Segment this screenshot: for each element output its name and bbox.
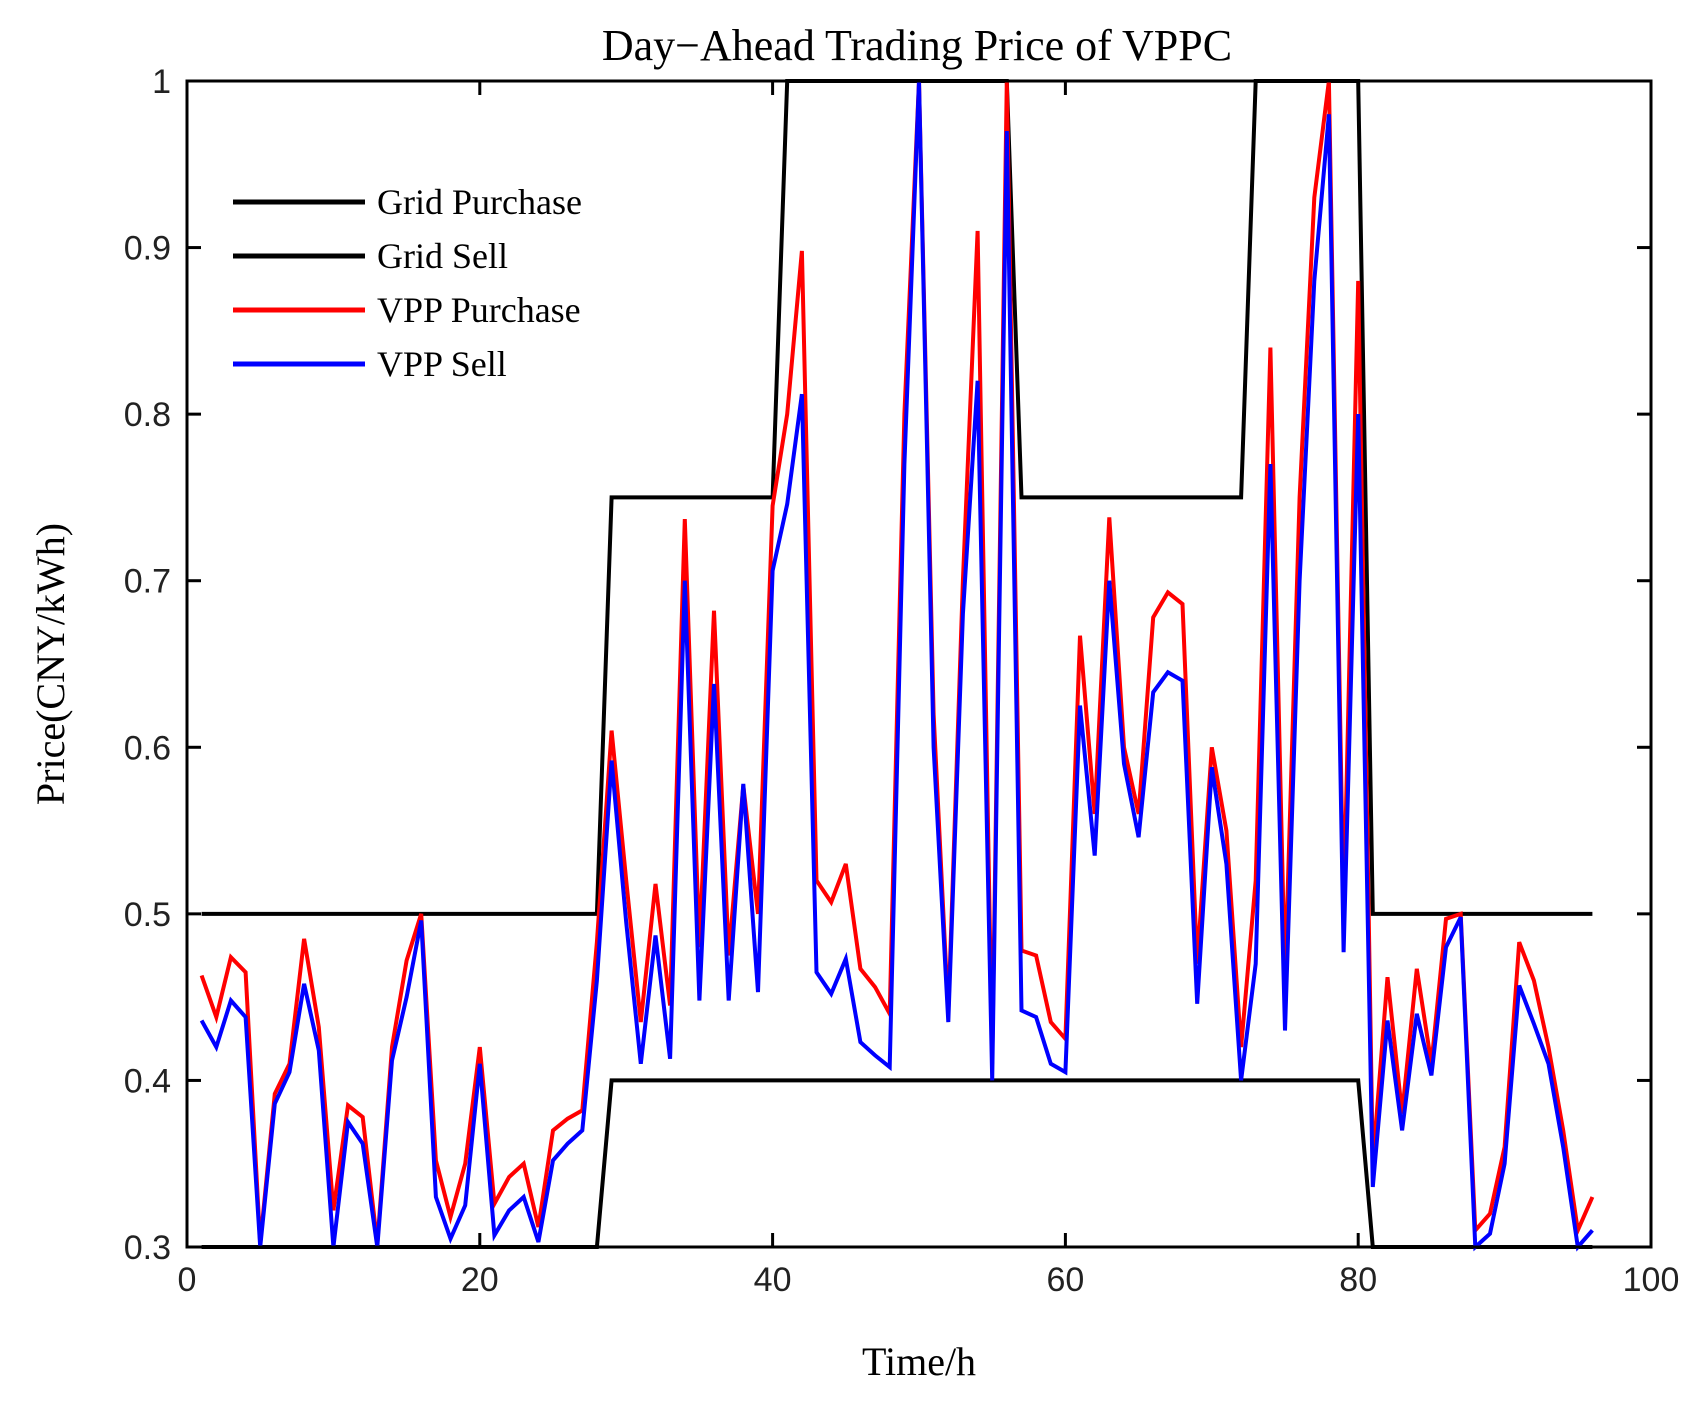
x-tick-label: 0	[178, 1261, 197, 1299]
y-axis: 0.3 0.4 0.5 0.6 0.7 0.8 0.9 1	[124, 63, 1651, 1267]
x-tick-label: 100	[1623, 1261, 1680, 1299]
x-tick-label: 40	[754, 1261, 792, 1299]
y-tick-label: 0.5	[124, 896, 171, 934]
y-tick-label: 0.7	[124, 563, 171, 601]
x-tick-label: 20	[461, 1261, 499, 1299]
series-line-vpp-sell	[199, 80, 1594, 1252]
legend-label-grid-sell: Grid Sell	[377, 236, 508, 276]
legend-label-grid-purchase: Grid Purchase	[377, 182, 582, 222]
y-tick-label: 0.3	[124, 1229, 171, 1267]
y-axis-label: Price(CNY/kWh)	[28, 523, 73, 805]
x-tick-label: 80	[1339, 1261, 1377, 1299]
y-tick-label: 0.6	[124, 729, 171, 767]
y-tick-label: 1	[152, 63, 171, 101]
x-axis-label: Time/h	[862, 1339, 976, 1384]
legend-label-vpp-sell: VPP Sell	[377, 344, 507, 384]
y-tick-label: 0.8	[124, 396, 171, 434]
y-tick-label: 0.9	[124, 230, 171, 268]
x-tick-label: 60	[1046, 1261, 1084, 1299]
plot-frame	[185, 79, 1653, 1249]
chart-title: Day−Ahead Trading Price of VPPC	[602, 21, 1232, 70]
legend-label-vpp-purchase: VPP Purchase	[377, 290, 581, 330]
x-axis: 0 20 40 60 80 100	[178, 81, 1680, 1299]
y-tick-label: 0.4	[124, 1062, 171, 1100]
legend: Grid Purchase Grid Sell VPP Purchase VPP…	[233, 182, 582, 384]
